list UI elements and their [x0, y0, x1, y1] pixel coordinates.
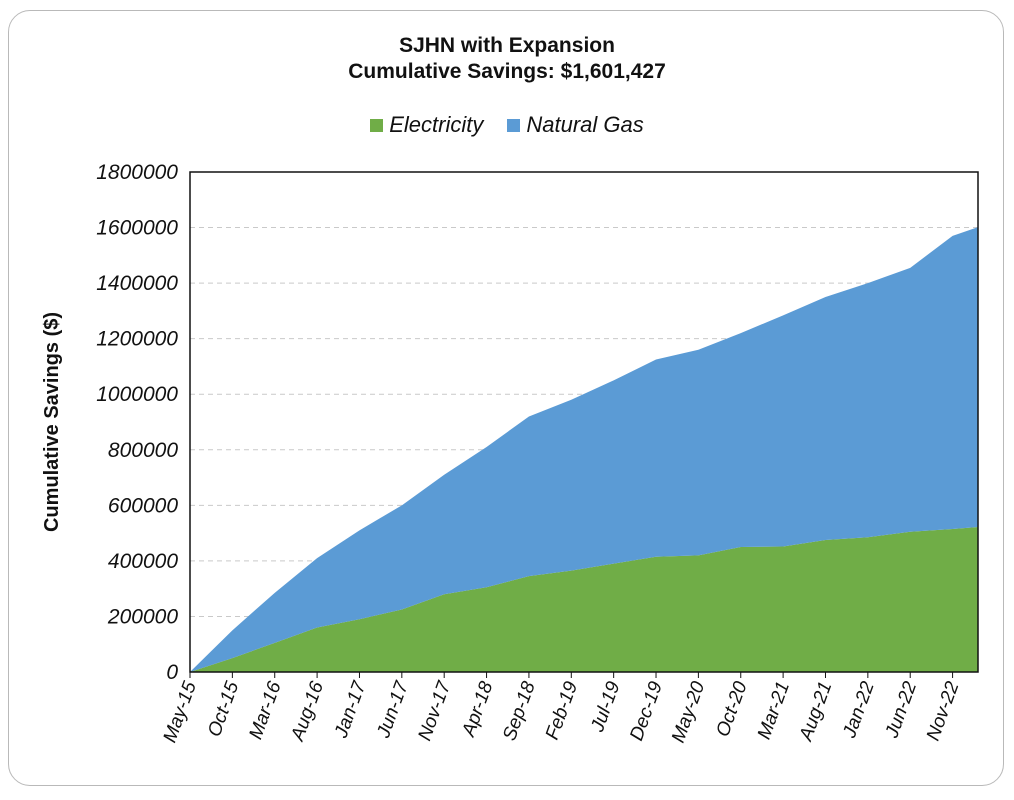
legend-label-electricity: Electricity [389, 112, 484, 137]
y-tick-label-1: 200000 [107, 605, 178, 628]
x-tick-label-3: Aug-16 [287, 678, 328, 744]
x-tick-label-9: Feb-19 [542, 678, 582, 742]
legend-swatch-natural-gas [507, 118, 521, 132]
x-tick-label-7: Apr-18 [458, 678, 498, 740]
legend-swatch-electricity [370, 118, 384, 132]
y-tick-label-4: 800000 [108, 439, 178, 462]
x-tick-label-16: Jan-22 [839, 678, 879, 741]
y-tick-label-3: 600000 [108, 494, 178, 517]
x-tick-label-12: May-20 [668, 678, 710, 745]
x-tick-label-6: Nov-17 [414, 677, 455, 743]
x-tick-label-14: Mar-21 [754, 679, 794, 742]
area-electricity [190, 527, 978, 672]
chart-legend: Electricity Natural Gas [0, 112, 1014, 138]
y-tick-label-8: 1600000 [96, 217, 178, 240]
x-tick-label-1: Oct-15 [204, 678, 243, 739]
y-tick-label-9: 1800000 [96, 161, 178, 184]
x-tick-label-2: Mar-16 [245, 678, 285, 742]
x-tick-label-13: Oct-20 [712, 678, 751, 739]
x-tick-label-17: Jun-22 [881, 678, 921, 741]
x-tick-label-10: Jul-19 [587, 678, 625, 735]
legend-label-natural-gas: Natural Gas [526, 112, 644, 137]
x-tick-label-0: May-15 [160, 678, 202, 745]
y-tick-label-6: 1200000 [96, 328, 178, 351]
area-natural-gas [190, 227, 978, 672]
x-tick-label-11: Dec-19 [626, 678, 667, 743]
legend-item-natural-gas: Natural Gas [507, 112, 644, 138]
x-tick-label-8: Sep-18 [499, 678, 540, 743]
x-tick-label-5: Jun-17 [373, 677, 413, 741]
legend-item-electricity: Electricity [370, 112, 483, 138]
y-tick-label-7: 1400000 [96, 272, 178, 295]
y-tick-label-0: 0 [166, 661, 178, 684]
x-tick-label-4: Jan-17 [330, 677, 370, 741]
chart-title: SJHN with Expansion [399, 34, 615, 57]
chart-subtitle: Cumulative Savings: $1,601,427 [348, 60, 666, 83]
plot-border [189, 171, 979, 673]
y-tick-label-5: 1000000 [96, 383, 178, 406]
y-tick-label-2: 400000 [108, 550, 178, 573]
x-tick-label-15: Aug-21 [795, 679, 836, 745]
x-tick-label-18: Nov-22 [923, 678, 964, 743]
y-axis-label: Cumulative Savings ($) [41, 312, 63, 532]
